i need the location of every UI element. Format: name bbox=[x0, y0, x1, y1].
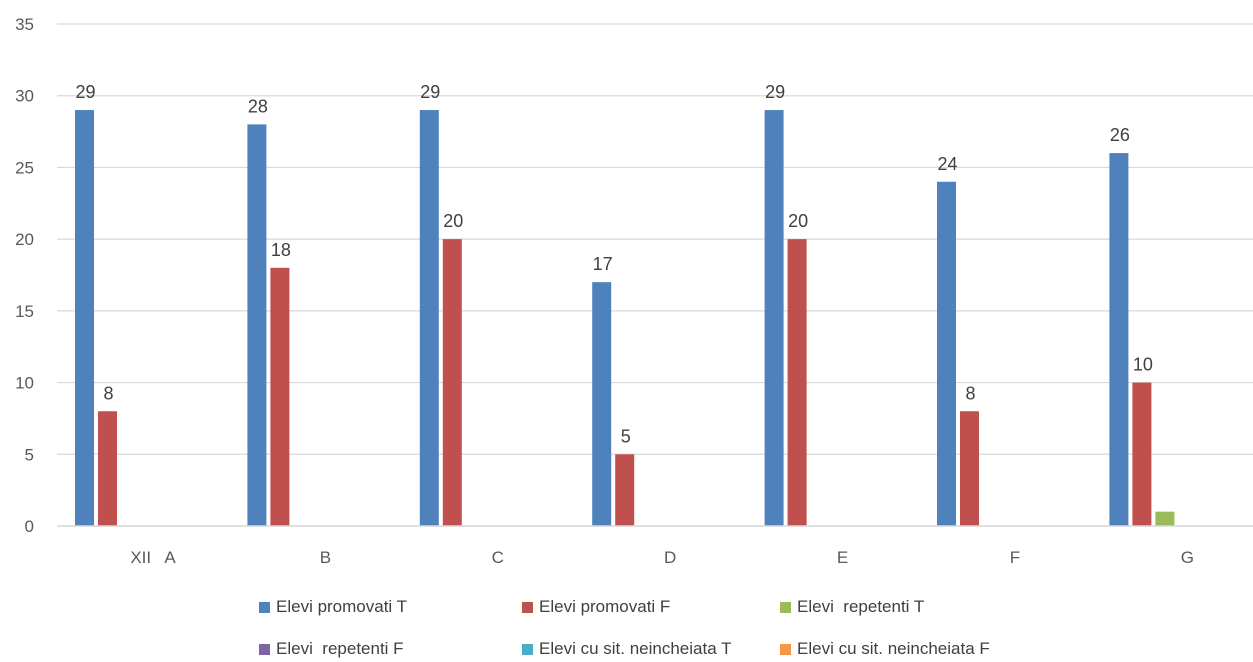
data-label: 5 bbox=[621, 426, 631, 446]
data-label: 8 bbox=[965, 383, 975, 403]
bar bbox=[787, 239, 807, 526]
x-tick-label: D bbox=[664, 548, 676, 567]
data-label: 17 bbox=[593, 254, 613, 274]
x-tick-label: G bbox=[1181, 548, 1194, 567]
bar bbox=[592, 282, 612, 526]
legend-label: Elevi cu sit. neincheiata F bbox=[797, 639, 990, 658]
bar bbox=[98, 411, 117, 526]
legend-item: Elevi promovati T bbox=[259, 597, 407, 617]
data-label: 29 bbox=[75, 82, 95, 102]
data-labels: 29 8 28 18 29 20 17 5 29 20 24 8 26 10 bbox=[75, 82, 1152, 446]
bar bbox=[615, 454, 635, 526]
bar bbox=[270, 267, 290, 526]
data-label: 28 bbox=[248, 96, 268, 116]
legend-swatch bbox=[780, 643, 791, 655]
data-label: 26 bbox=[1110, 125, 1130, 145]
legend-swatch bbox=[259, 601, 270, 613]
bar bbox=[75, 110, 94, 527]
bar bbox=[442, 239, 462, 526]
y-tick-label: 15 bbox=[15, 302, 34, 321]
gridlines bbox=[57, 23, 1253, 527]
legend-item: Elevi promovati F bbox=[522, 597, 670, 617]
bar bbox=[1109, 153, 1129, 527]
x-tick-label: F bbox=[1010, 548, 1020, 567]
y-axis: 0 5 10 15 20 25 30 35 bbox=[15, 15, 34, 536]
legend-label: Elevi repetenti F bbox=[276, 639, 404, 658]
legend-item: Elevi cu sit. neincheiata F bbox=[780, 639, 990, 659]
data-label: 20 bbox=[443, 211, 463, 231]
y-tick-label: 5 bbox=[25, 445, 34, 464]
bars bbox=[75, 110, 1175, 527]
bar bbox=[937, 181, 956, 526]
y-tick-label: 0 bbox=[25, 517, 34, 536]
data-label: 8 bbox=[103, 383, 113, 403]
bar bbox=[419, 110, 439, 527]
bar bbox=[960, 411, 979, 526]
x-tick-label: XII A bbox=[130, 548, 176, 567]
y-tick-label: 20 bbox=[15, 230, 34, 249]
legend-item: Elevi repetenti F bbox=[259, 639, 404, 659]
data-label: 29 bbox=[420, 82, 440, 102]
data-label: 20 bbox=[788, 211, 808, 231]
legend-swatch bbox=[259, 643, 270, 655]
legend-swatch bbox=[522, 601, 533, 613]
bar bbox=[1155, 511, 1175, 526]
legend-label: Elevi promovati T bbox=[276, 597, 408, 616]
data-label: 29 bbox=[765, 82, 785, 102]
legend-item: Elevi repetenti T bbox=[780, 597, 924, 617]
x-tick-label: B bbox=[320, 548, 331, 567]
bar bbox=[764, 110, 784, 527]
legend-swatch bbox=[522, 643, 533, 655]
data-label: 24 bbox=[937, 154, 957, 174]
legend: Elevi promovati T Elevi promovati F Elevi … bbox=[0, 585, 1253, 662]
y-tick-label: 25 bbox=[15, 158, 34, 177]
y-tick-label: 35 bbox=[15, 15, 34, 34]
bar bbox=[1132, 382, 1152, 526]
x-axis: XII A B C D E F G bbox=[57, 525, 1253, 567]
legend-label: Elevi cu sit. neincheiata T bbox=[539, 639, 732, 658]
legend-swatch bbox=[780, 601, 791, 613]
y-tick-label: 10 bbox=[15, 374, 34, 393]
y-tick-label: 30 bbox=[15, 87, 34, 106]
legend-item: Elevi cu sit. neincheiata T bbox=[522, 639, 731, 659]
legend-label: Elevi promovati F bbox=[539, 597, 671, 616]
data-label: 18 bbox=[271, 240, 291, 260]
bar-chart: 0 5 10 15 20 25 30 35 29 8 28 18 29 20 17 5 29 20 24 8 26 10… bbox=[15, 15, 1253, 567]
bar bbox=[247, 124, 267, 527]
data-label: 10 bbox=[1133, 355, 1153, 375]
legend-label: Elevi repetenti T bbox=[797, 597, 925, 616]
x-tick-label: E bbox=[837, 548, 848, 567]
x-tick-label: C bbox=[492, 548, 504, 567]
